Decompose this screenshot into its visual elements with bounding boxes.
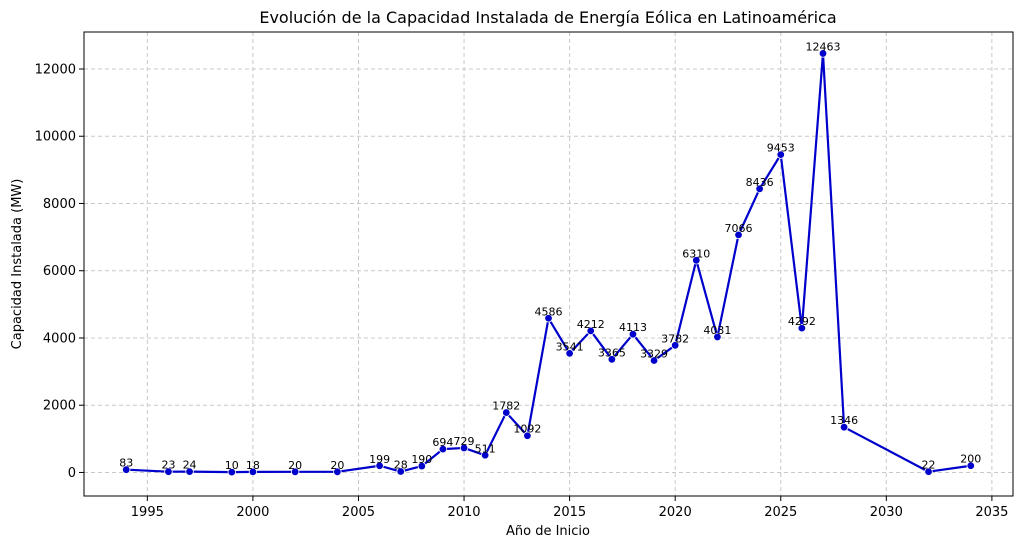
data-label: 8436 xyxy=(746,176,774,189)
axis-ticks: 1995 2000 2005 2010 2015 2020 2025 2030 20350200… xyxy=(35,62,1009,520)
data-label: 7066 xyxy=(725,222,753,235)
data-label: 12463 xyxy=(805,40,840,53)
data-label: 4113 xyxy=(619,321,647,334)
data-point xyxy=(417,461,427,471)
x-tick-label: 2030 xyxy=(870,505,903,520)
y-tick-label: 10000 xyxy=(35,130,76,145)
y-tick-label: 6000 xyxy=(43,264,76,279)
data-label: 9453 xyxy=(767,142,795,155)
data-label: 200 xyxy=(960,453,981,466)
data-label: 83 xyxy=(119,457,133,470)
x-tick-label: 1995 xyxy=(131,505,164,520)
data-label: 24 xyxy=(183,459,197,472)
data-point xyxy=(544,314,553,323)
y-tick-label: 2000 xyxy=(43,399,76,414)
data-point xyxy=(670,341,680,350)
data-label: 1346 xyxy=(830,414,858,427)
data-label: 199 xyxy=(369,453,390,466)
grid-lines xyxy=(84,32,1013,496)
data-point xyxy=(122,465,131,474)
data-point xyxy=(164,467,173,476)
data-point xyxy=(248,467,258,477)
y-axis-label: Capacidad Instalada (MW) xyxy=(10,179,25,350)
data-label: 190 xyxy=(411,453,432,466)
y-tick-label: 8000 xyxy=(43,197,76,212)
y-tick-label: 0 xyxy=(68,466,76,481)
series-line xyxy=(126,52,971,474)
data-point xyxy=(459,443,469,453)
x-tick-label: 2005 xyxy=(342,505,375,520)
data-point xyxy=(818,49,828,58)
data-label: 22 xyxy=(922,459,936,472)
x-tick-label: 2015 xyxy=(553,505,586,520)
x-tick-label: 2010 xyxy=(447,505,480,520)
plot-frame xyxy=(83,31,1014,497)
data-label: 3541 xyxy=(556,340,584,353)
data-point xyxy=(333,467,342,476)
x-tick-label: 2035 xyxy=(975,505,1008,520)
data-point xyxy=(227,467,236,477)
data-label: 4212 xyxy=(577,318,605,331)
data-label: 20 xyxy=(288,459,302,472)
data-label: 1092 xyxy=(513,423,541,436)
data-label: 729 xyxy=(454,435,475,448)
chart-title: Evolución de la Capacidad Instalada de E… xyxy=(259,8,836,27)
data-label: 4586 xyxy=(535,305,563,318)
data-point xyxy=(375,461,384,470)
data-label: 23 xyxy=(161,459,175,472)
data-point xyxy=(966,461,975,470)
x-axis-label: Año de Inicio xyxy=(506,524,590,539)
x-tick-label: 2000 xyxy=(236,505,269,520)
data-label: 3365 xyxy=(598,346,626,359)
data-point xyxy=(290,467,300,476)
data-label: 3782 xyxy=(661,332,689,345)
data-point xyxy=(776,150,785,159)
data-point xyxy=(924,467,933,476)
data-point xyxy=(185,467,194,476)
data-label: 3329 xyxy=(640,348,668,361)
data-label: 694 xyxy=(432,436,453,449)
data-point xyxy=(396,467,405,476)
data-point xyxy=(755,184,764,194)
data-label: 18 xyxy=(246,459,260,472)
data-label: 4292 xyxy=(788,315,816,328)
data-point xyxy=(438,444,448,454)
data-label: 4031 xyxy=(703,324,731,337)
x-tick-label: 2020 xyxy=(659,505,692,520)
data-point xyxy=(839,423,849,432)
y-tick-label: 12000 xyxy=(35,62,76,77)
data-point xyxy=(628,329,638,339)
data-point xyxy=(480,451,490,460)
x-tick-label: 2025 xyxy=(764,505,797,520)
data-point xyxy=(586,326,595,336)
y-tick-label: 4000 xyxy=(43,331,76,346)
data-label: 28 xyxy=(394,459,408,472)
data-label: 20 xyxy=(330,459,344,472)
data-point xyxy=(649,356,659,365)
data-label: 1782 xyxy=(492,400,520,413)
data-label: 6310 xyxy=(682,247,710,260)
data-label: 10 xyxy=(225,459,239,472)
data-point xyxy=(692,256,701,265)
data-label: 511 xyxy=(475,442,496,455)
data-point xyxy=(565,349,574,358)
data-point xyxy=(607,355,617,364)
data-points xyxy=(122,49,975,477)
data-point xyxy=(713,332,722,342)
data-point xyxy=(523,431,532,440)
data-point xyxy=(502,408,511,417)
data-point xyxy=(734,230,743,240)
data-point xyxy=(797,323,807,333)
